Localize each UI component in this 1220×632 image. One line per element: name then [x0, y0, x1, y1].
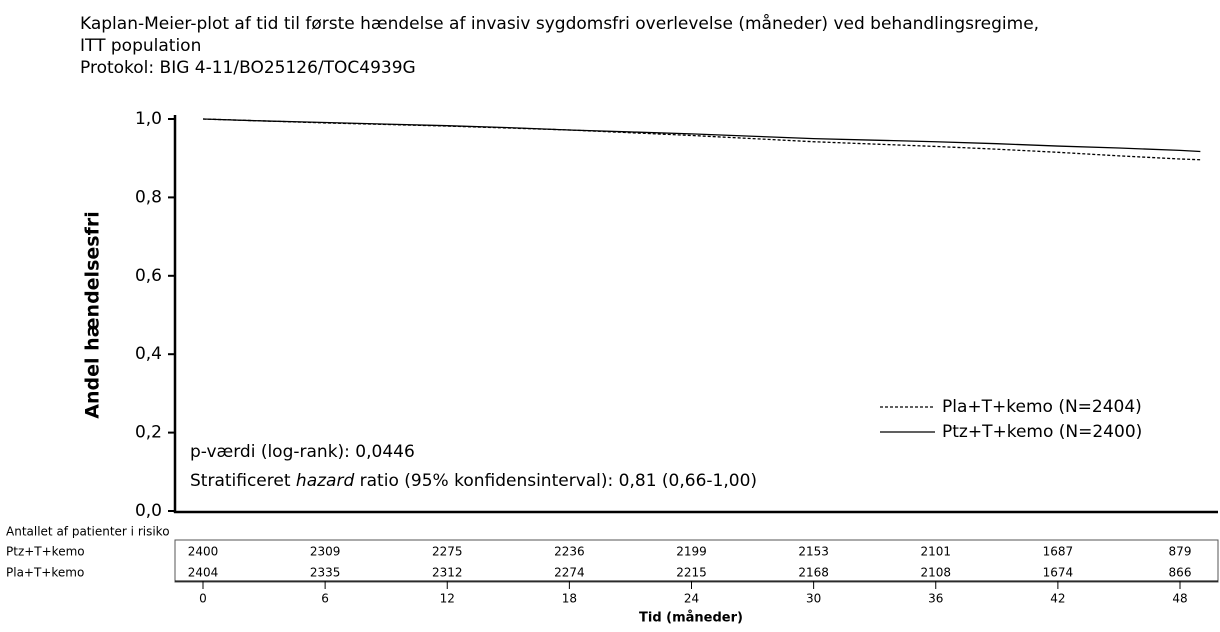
- y-axis-label: Andel hændelsesfri: [82, 211, 104, 418]
- y-tick-label: 0,2: [135, 423, 162, 443]
- risk-count: 2335: [310, 566, 341, 580]
- annotation: Stratificeret hazard ratio (95% konfiden…: [190, 471, 757, 491]
- chart-subtitle: Protokol: BIG 4-11/BO25126/TOC4939G: [80, 58, 416, 78]
- annotation-part: hazard: [296, 471, 355, 491]
- risk-count: 866: [1169, 566, 1192, 580]
- risk-count: 2199: [676, 545, 707, 559]
- risk-count: 2101: [920, 545, 951, 559]
- survival-curve: [202, 118, 1201, 153]
- x-tick-label: 6: [321, 592, 329, 606]
- risk-table-title: Antallet af patienter i risiko: [6, 525, 170, 539]
- x-tick-label: 18: [562, 592, 577, 606]
- risk-count: 2309: [310, 545, 341, 559]
- risk-count: 2236: [554, 545, 585, 559]
- risk-count: 2168: [798, 566, 829, 580]
- y-tick-label: 0,4: [135, 344, 162, 364]
- risk-count: 1687: [1043, 545, 1074, 559]
- x-tick-label: 48: [1172, 592, 1187, 606]
- risk-count: 2275: [432, 545, 463, 559]
- legend-label: Pla+T+kemo (N=2404): [942, 397, 1142, 417]
- risk-table-box: [174, 539, 1219, 583]
- risk-row-name: Ptz+T+kemo: [6, 545, 85, 559]
- risk-count: 2108: [920, 566, 951, 580]
- risk-count: 2215: [676, 566, 707, 580]
- x-tick-label: 42: [1050, 592, 1065, 606]
- legend-label: Ptz+T+kemo (N=2400): [942, 422, 1142, 442]
- x-tick-label: 36: [928, 592, 943, 606]
- x-tick-label: 30: [806, 592, 821, 606]
- x-axis-label: Tid (måneder): [639, 611, 743, 626]
- risk-count: 2274: [554, 566, 585, 580]
- y-tick-label: 0,0: [135, 501, 162, 521]
- risk-count: 2404: [188, 566, 219, 580]
- risk-count: 879: [1169, 545, 1192, 559]
- y-tick-label: 1,0: [135, 109, 162, 129]
- risk-count: 1674: [1043, 566, 1074, 580]
- risk-count: 2153: [798, 545, 829, 559]
- chart-title: ITT population: [80, 36, 201, 56]
- x-tick-label: 12: [440, 592, 455, 606]
- annotation: p-værdi (log-rank): 0,0446: [190, 442, 415, 462]
- x-tick-label: 24: [684, 592, 699, 606]
- x-tick-label: 0: [199, 592, 207, 606]
- y-tick-label: 0,8: [135, 187, 162, 207]
- annotation-part: Stratificeret: [190, 471, 296, 491]
- risk-row-name: Pla+T+kemo: [6, 566, 84, 580]
- annotation-part: ratio (95% konfidensinterval): 0,81 (0,6…: [354, 471, 757, 491]
- risk-count: 2400: [188, 545, 219, 559]
- y-tick-label: 0,6: [135, 266, 162, 286]
- chart-title: Kaplan-Meier-plot af tid til første hænd…: [80, 13, 1039, 34]
- risk-count: 2312: [432, 566, 463, 580]
- survival-curve: [202, 118, 1201, 161]
